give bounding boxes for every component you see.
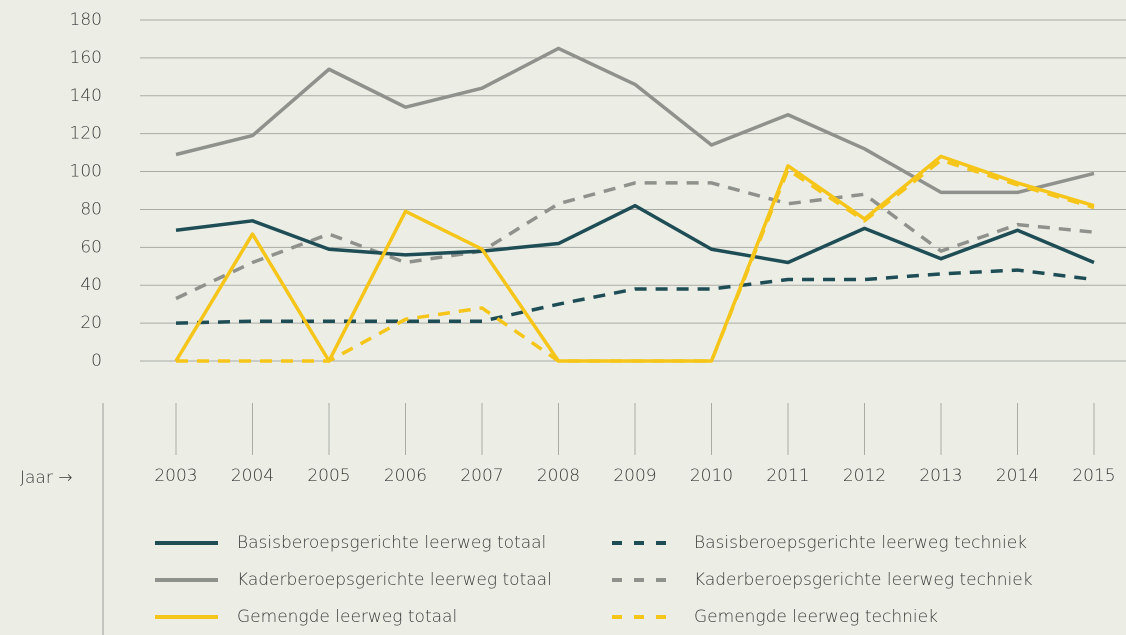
x-tick-label: 2005 bbox=[307, 466, 350, 486]
line-series bbox=[176, 158, 1095, 363]
x-tick-label: 2014 bbox=[996, 466, 1039, 486]
y-tick-label: 0 bbox=[91, 351, 102, 371]
legend-label: Gemengde leerweg techniek bbox=[694, 607, 938, 627]
x-tick-label: 2006 bbox=[384, 466, 427, 486]
y-tick-label: 80 bbox=[80, 199, 102, 219]
x-tick-label: 2003 bbox=[154, 466, 197, 486]
line-series bbox=[175, 203, 1095, 265]
x-tick-label: 2008 bbox=[537, 466, 580, 486]
legend-label: Kaderberoepsgerichte leerweg totaal bbox=[237, 570, 552, 590]
legend-label: Gemengde leerweg totaal bbox=[237, 607, 457, 627]
y-tick-label: 100 bbox=[70, 162, 102, 182]
line-series bbox=[175, 268, 1095, 325]
y-tick-label: 180 bbox=[70, 10, 102, 30]
x-tick-label: 2004 bbox=[231, 466, 274, 486]
x-tick-label: 2007 bbox=[460, 466, 503, 486]
x-tick-label: 2012 bbox=[843, 466, 886, 486]
legend-label: Kaderberoepsgerichte leerweg techniek bbox=[694, 570, 1033, 590]
line-series bbox=[174, 154, 1095, 363]
x-tick-label: 2015 bbox=[1072, 466, 1115, 486]
y-tick-label: 40 bbox=[80, 275, 102, 295]
y-tick-label: 20 bbox=[80, 313, 102, 333]
legend-label: Basisberoepsgerichte leerweg totaal bbox=[237, 533, 546, 553]
y-tick-label: 60 bbox=[80, 237, 102, 257]
x-tick-label: 2011 bbox=[766, 466, 809, 486]
x-axis-label: Jaar → bbox=[20, 468, 73, 488]
x-tick-label: 2009 bbox=[613, 466, 656, 486]
y-tick-label: 160 bbox=[70, 48, 102, 68]
line-series bbox=[175, 46, 1095, 195]
line-series bbox=[175, 181, 1095, 301]
y-tick-label: 120 bbox=[70, 124, 102, 144]
x-tick-label: 2010 bbox=[690, 466, 733, 486]
x-tick-label: 2013 bbox=[919, 466, 962, 486]
legend-label: Basisberoepsgerichte leerweg techniek bbox=[694, 533, 1027, 553]
y-tick-label: 140 bbox=[70, 86, 102, 106]
